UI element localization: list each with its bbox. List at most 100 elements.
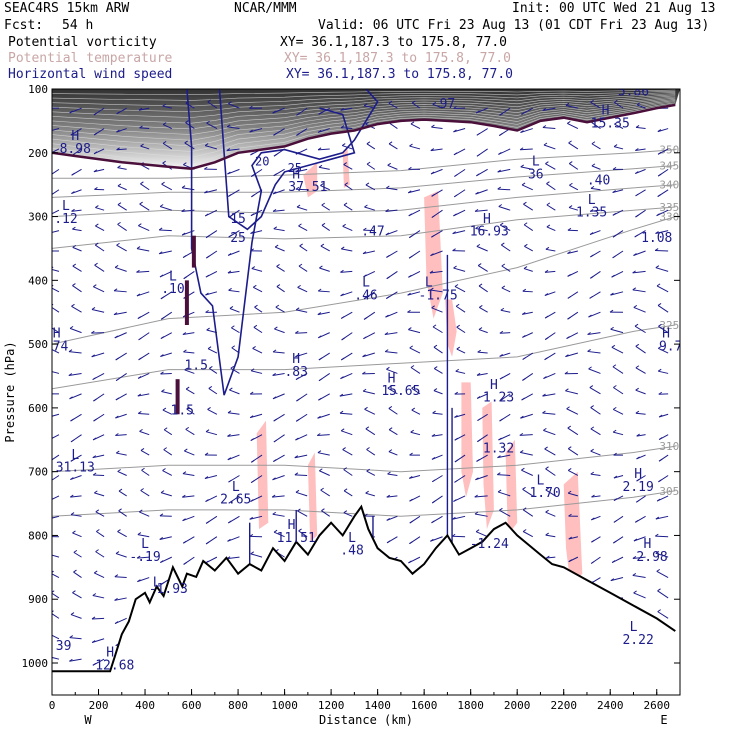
- wind-arrow-head: [47, 368, 50, 370]
- wind-arrow: [613, 431, 624, 436]
- wind-arrow-head: [364, 406, 368, 410]
- pv-extremum-label: .10: [161, 282, 184, 297]
- wind-arrow: [161, 183, 173, 191]
- wind-arrow-head: [388, 449, 393, 453]
- pv-extremum-label: H: [288, 518, 296, 533]
- wind-arrow-head: [520, 130, 524, 133]
- wind-arrow-head: [276, 264, 280, 267]
- wind-arrow-head: [46, 106, 49, 108]
- wind-arrow-head: [183, 162, 187, 166]
- wind-arrow-head: [657, 368, 662, 372]
- wind-arrow: [320, 185, 330, 191]
- wind-arrow-head: [655, 550, 660, 554]
- wind-arrow: [52, 189, 60, 195]
- wind-arrow: [318, 128, 330, 133]
- wind-arrow: [296, 309, 308, 313]
- wind-arrow: [455, 305, 466, 313]
- x-tick-label: 2400: [597, 699, 624, 712]
- wind-arrow: [568, 207, 579, 211]
- wind-arrow-head: [543, 142, 548, 146]
- wind-arrow-head: [590, 254, 594, 258]
- wind-arrow-head: [612, 406, 617, 410]
- wind-arrow-head: [138, 357, 142, 361]
- wind-arrow: [339, 393, 353, 397]
- wind-arrow: [137, 534, 150, 538]
- wind-arrow-head: [48, 153, 51, 155]
- wind-arrow: [385, 351, 398, 354]
- wind-arrow: [476, 245, 488, 252]
- wind-arrow: [498, 206, 511, 211]
- wind-arrow: [341, 248, 353, 252]
- wind-arrow-head: [140, 488, 144, 491]
- wind-arrow: [114, 290, 127, 293]
- wind-arrow: [162, 105, 172, 109]
- wind-arrow: [587, 332, 601, 335]
- wind-shade-region: [505, 439, 518, 536]
- wind-arrow-head: [363, 296, 368, 300]
- wind-arrow-head: [362, 251, 367, 255]
- wind-arrow: [635, 389, 646, 395]
- wind-arrow-head: [92, 377, 96, 381]
- wind-arrow: [250, 553, 263, 558]
- wind-arrow-head: [430, 148, 435, 152]
- wind-arrow: [318, 148, 330, 151]
- pv-extremum-label: 36: [528, 167, 544, 182]
- wind-arrow: [137, 393, 150, 397]
- wind-arrow-head: [342, 447, 346, 451]
- wind-arrow: [52, 656, 60, 660]
- wind-arrow-head: [117, 202, 122, 206]
- wind-arrow: [614, 101, 624, 109]
- wind-arrow-head: [588, 366, 592, 370]
- wind-arrow-head: [318, 164, 323, 168]
- wind-arrow: [52, 287, 60, 293]
- wind-arrow: [138, 412, 150, 415]
- wind-arrow-head: [410, 429, 414, 433]
- wind-arrow: [295, 352, 308, 358]
- wind-arrow: [633, 592, 646, 599]
- wind-arrow: [567, 123, 579, 129]
- wind-arrow-head: [116, 242, 120, 246]
- wind-arrow-head: [183, 276, 187, 280]
- wind-arrow-head: [160, 371, 164, 375]
- wind-arrow-head: [93, 284, 97, 288]
- wind-arrow: [545, 248, 556, 252]
- wind-arrow: [273, 531, 285, 538]
- wind-arrow: [362, 250, 375, 255]
- wind-arrow-head: [385, 314, 389, 318]
- wind-arrow-head: [343, 510, 348, 514]
- wind-arrow-head: [545, 161, 549, 165]
- wind-arrow: [52, 475, 60, 481]
- theta-contour: [52, 184, 676, 218]
- wind-arrow: [273, 351, 285, 354]
- wind-arrow-head: [408, 274, 412, 278]
- wind-arrow: [478, 285, 488, 293]
- wind-arrow: [227, 556, 240, 560]
- pv-extremum-label: H: [644, 537, 652, 552]
- wind-arrow: [185, 122, 195, 129]
- wind-arrow-head: [117, 221, 121, 225]
- wind-arrow-head: [117, 529, 121, 533]
- wind-arrow-head: [339, 410, 344, 414]
- wind-arrow-head: [228, 479, 232, 483]
- wind-arrow-head: [366, 161, 371, 165]
- x-tick-label: 1200: [318, 699, 345, 712]
- wind-arrow-head: [182, 255, 187, 258]
- wind-arrow-head: [95, 205, 99, 208]
- wind-arrow-head: [160, 354, 164, 357]
- wind-arrow-head: [632, 556, 637, 559]
- wind-arrow-head: [363, 274, 367, 278]
- wind-arrow: [479, 307, 488, 313]
- wind-arrow-head: [48, 480, 51, 482]
- wind-arrow-head: [611, 274, 615, 278]
- wind-arrow-head: [52, 174, 53, 175]
- wind-arrow: [159, 250, 172, 255]
- wind-arrow-head: [320, 487, 324, 491]
- wind-arrow-head: [298, 528, 302, 532]
- wind-arrow: [610, 577, 624, 582]
- wind-arrow-head: [614, 121, 618, 125]
- wind-arrow: [387, 164, 398, 170]
- wind-arrow: [591, 122, 601, 129]
- wind-arrow-head: [295, 186, 300, 190]
- wind-arrow: [253, 286, 263, 293]
- stratosphere-isentrope: [52, 99, 676, 141]
